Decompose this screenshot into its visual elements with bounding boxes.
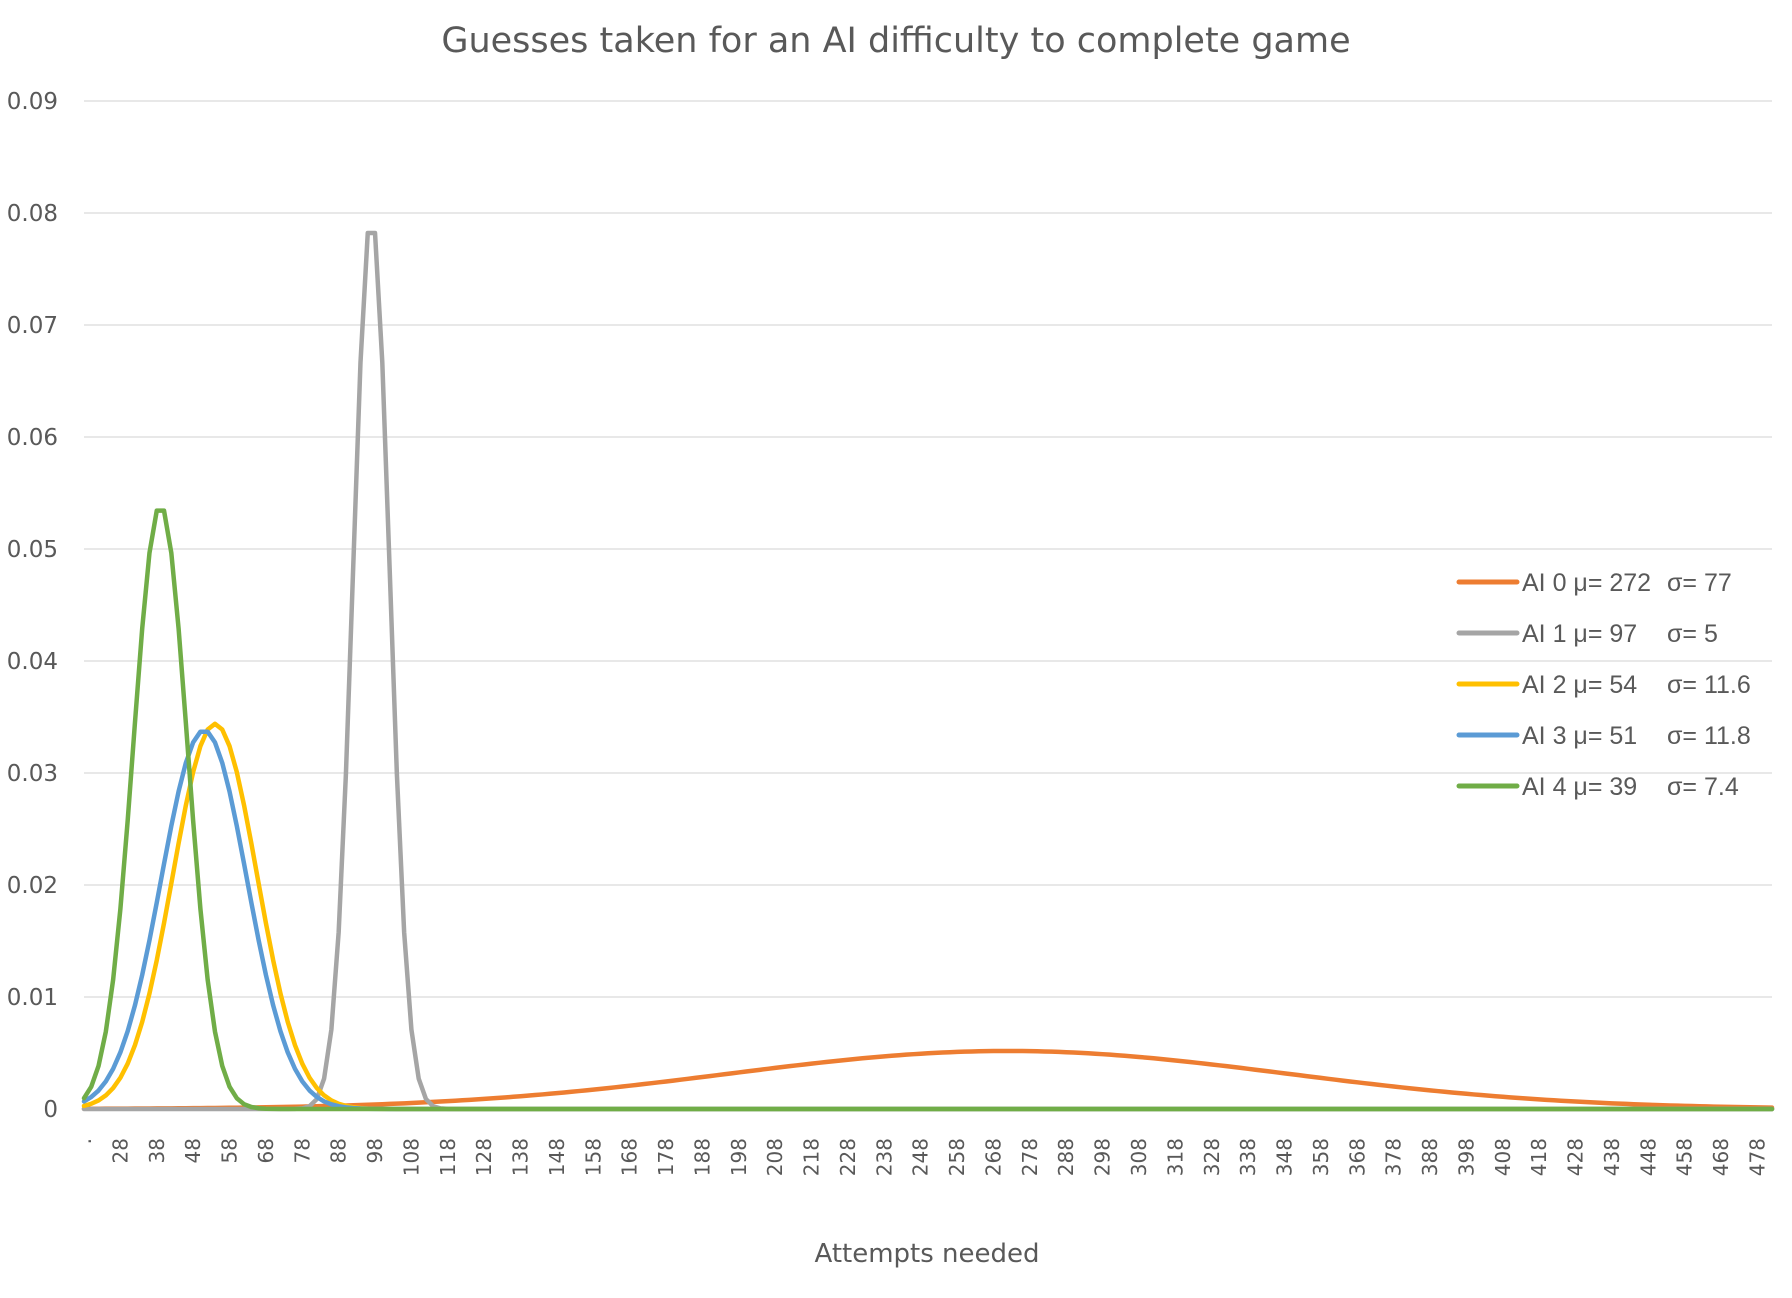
x-tick-label: 138 — [509, 1138, 533, 1176]
x-tick-label: 218 — [800, 1138, 824, 1176]
y-tick-label: 0.05 — [7, 537, 58, 563]
legend-sigma: σ= 5 — [1667, 620, 1718, 648]
x-tick-label: 238 — [872, 1138, 896, 1176]
chart-title: Guesses taken for an AI difficulty to co… — [441, 21, 1350, 61]
x-tick-label: 178 — [654, 1138, 678, 1176]
x-tick-label: 268 — [981, 1138, 1005, 1176]
x-tick-label: 118 — [436, 1138, 460, 1176]
x-tick-label: 418 — [1527, 1138, 1551, 1176]
x-tick-label: 258 — [945, 1138, 969, 1176]
legend-item: AI 3 μ= 51 σ= 11.8 — [1456, 722, 1751, 750]
x-tick-label: 308 — [1127, 1138, 1151, 1176]
y-tick-label: 0.01 — [7, 985, 58, 1011]
y-tick-label: 0.07 — [7, 313, 58, 339]
x-tick-label: 408 — [1491, 1138, 1515, 1176]
legend-item: AI 0 μ= 272 σ= 77 — [1456, 569, 1732, 597]
y-tick-label: 0.04 — [7, 649, 58, 675]
series-line-ai-1 — [81, 230, 1775, 1112]
x-tick-label: 208 — [763, 1138, 787, 1176]
y-axis-ticks: 0 0.01 0.02 0.03 0.04 0.05 0.06 0.07 0.08 0.09 — [7, 89, 58, 1123]
legend-sigma: σ= 77 — [1667, 569, 1732, 597]
x-tick-label: 188 — [690, 1138, 714, 1176]
series-line-ai-0 — [81, 1048, 1775, 1111]
y-tick-label: 0 — [43, 1097, 58, 1123]
legend-sigma: σ= 11.8 — [1667, 722, 1751, 750]
x-tick-label: 248 — [909, 1138, 933, 1176]
x-tick-label: 58 — [218, 1138, 242, 1163]
x-tick-label: 88 — [327, 1138, 351, 1163]
legend-label: AI 2 μ= 54 — [1522, 671, 1637, 699]
x-axis-title: Attempts needed — [814, 1239, 1039, 1269]
x-tick-label: 68 — [254, 1138, 278, 1163]
x-tick-label: 38 — [145, 1138, 169, 1163]
x-tick-label: 388 — [1418, 1138, 1442, 1176]
x-tick-label: 48 — [181, 1138, 205, 1163]
legend-label: AI 1 μ= 97 — [1522, 620, 1637, 648]
x-tick-label: 448 — [1636, 1138, 1660, 1176]
gridlines — [84, 100, 1772, 1110]
x-tick-label: 168 — [618, 1138, 642, 1176]
series-lines — [81, 230, 1775, 1112]
x-tick-label: 158 — [581, 1138, 605, 1176]
legend: AI 0 μ= 272 σ= 77 AI 1 μ= 97 σ= 5 AI 2 μ= 54… — [1456, 569, 1751, 801]
legend-item: AI 4 μ= 39 σ= 7.4 — [1456, 773, 1739, 801]
legend-label: AI 3 μ= 51 — [1522, 722, 1637, 750]
x-tick-label: 108 — [399, 1138, 423, 1176]
x-tick-label: 288 — [1054, 1138, 1078, 1176]
legend-item: AI 1 μ= 97 σ= 5 — [1456, 620, 1718, 648]
x-tick-label: 148 — [545, 1138, 569, 1176]
x-axis-ticks: . 28 38 48 58 68 78 88 98 108 118 128 138 148 158 168 17… — [72, 1138, 1769, 1176]
x-tick-label: 368 — [1345, 1138, 1369, 1176]
x-tick-label: 378 — [1382, 1138, 1406, 1176]
legend-label: AI 0 μ= 272 — [1522, 569, 1651, 597]
y-tick-label: 0.03 — [7, 761, 58, 787]
y-tick-label: 0.06 — [7, 425, 58, 451]
x-tick-label: 348 — [1273, 1138, 1297, 1176]
x-tick-label: 358 — [1309, 1138, 1333, 1176]
x-tick-label: . — [72, 1138, 96, 1144]
legend-sigma: σ= 7.4 — [1667, 773, 1739, 801]
y-tick-label: 0.09 — [7, 89, 58, 115]
y-tick-label: 0.02 — [7, 873, 58, 899]
x-tick-label: 278 — [1018, 1138, 1042, 1176]
series-line-ai-4 — [81, 508, 1775, 1112]
x-tick-label: 478 — [1745, 1138, 1769, 1176]
x-tick-label: 128 — [472, 1138, 496, 1176]
x-tick-label: 468 — [1709, 1138, 1733, 1176]
x-tick-label: 438 — [1600, 1138, 1624, 1176]
x-tick-label: 398 — [1454, 1138, 1478, 1176]
x-tick-label: 228 — [836, 1138, 860, 1176]
legend-label: AI 4 μ= 39 — [1522, 773, 1637, 801]
x-tick-label: 298 — [1091, 1138, 1115, 1176]
x-tick-label: 458 — [1673, 1138, 1697, 1176]
legend-sigma: σ= 11.6 — [1667, 671, 1751, 699]
x-tick-label: 318 — [1163, 1138, 1187, 1176]
x-tick-label: 198 — [727, 1138, 751, 1176]
x-tick-label: 328 — [1200, 1138, 1224, 1176]
legend-item: AI 2 μ= 54 σ= 11.6 — [1456, 671, 1751, 699]
x-tick-label: 78 — [290, 1138, 314, 1163]
x-tick-label: 338 — [1236, 1138, 1260, 1176]
y-tick-label: 0.08 — [7, 201, 58, 227]
x-tick-label: 28 — [108, 1138, 132, 1163]
x-tick-label: 98 — [363, 1138, 387, 1163]
x-tick-label: 428 — [1564, 1138, 1588, 1176]
